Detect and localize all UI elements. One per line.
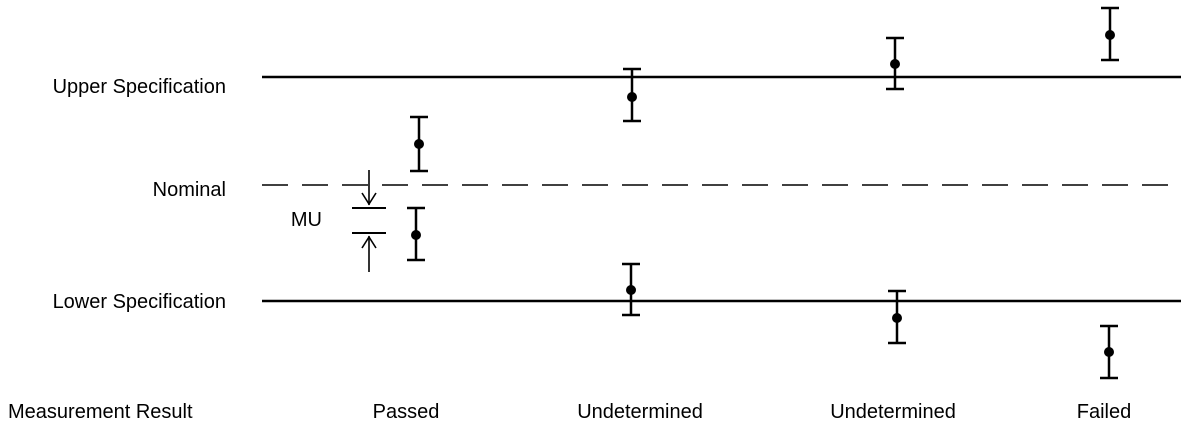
measurement-point: [1101, 6, 1119, 62]
measurement-point: [623, 67, 641, 123]
measurement-points: [407, 6, 1119, 380]
mu-label: MU: [291, 209, 322, 231]
result-label-failed: Failed: [1077, 401, 1131, 423]
nominal-label: Nominal: [153, 179, 226, 201]
mu-indicator: MU: [291, 170, 386, 272]
upper-spec-label: Upper Specification: [53, 76, 226, 98]
result-label-undetermined: Undetermined: [830, 401, 956, 423]
arrow-down-icon: [361, 170, 377, 206]
measurement-point: [886, 36, 904, 91]
arrow-up-icon: [361, 235, 377, 272]
measurement-point: [410, 115, 428, 173]
measurement-point: [622, 262, 640, 317]
measurement-point: [1100, 324, 1118, 380]
result-label-passed: Passed: [373, 401, 440, 423]
result-label-undetermined: Undetermined: [577, 401, 703, 423]
lower-spec-label: Lower Specification: [53, 291, 226, 313]
measurement-point: [888, 289, 906, 345]
measurement-point: [407, 206, 425, 262]
measurement-result-title: Measurement Result: [8, 401, 193, 423]
